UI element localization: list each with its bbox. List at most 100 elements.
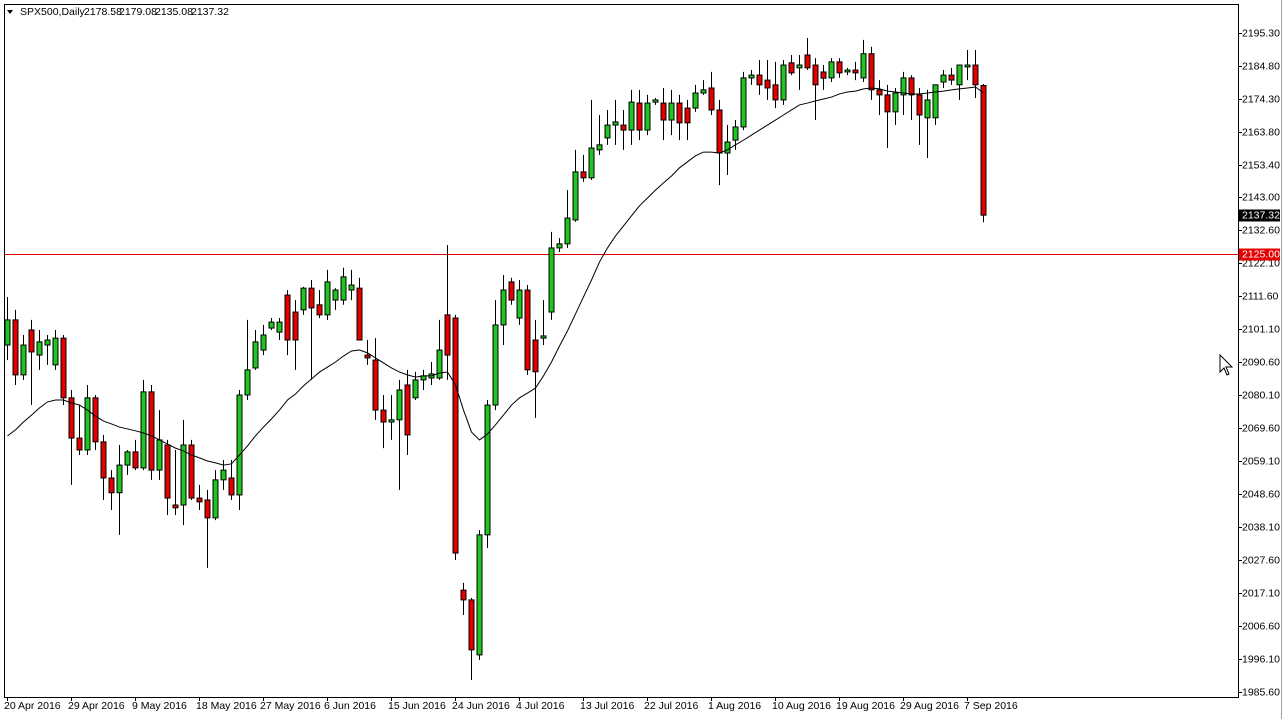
candle-body-down	[204, 499, 211, 519]
candle-body-down	[764, 79, 771, 89]
y-tick-label: 2195.30	[1242, 27, 1280, 39]
candle-body-down	[836, 61, 843, 74]
candle-body-up	[476, 534, 483, 656]
y-tick-label: 2174.30	[1242, 93, 1280, 105]
x-tick-label: 20 Apr 2016	[4, 700, 61, 712]
candle-body-down	[164, 444, 171, 499]
candle-body-up	[556, 243, 563, 249]
x-tick-label: 24 Jun 2016	[452, 700, 510, 712]
candle-body-up	[644, 102, 651, 131]
candle-body-up	[588, 147, 595, 179]
candle-body-up	[700, 89, 707, 94]
candle-body-down	[460, 589, 467, 601]
candle-body-down	[788, 62, 795, 74]
y-tick-label: 2101.10	[1242, 323, 1280, 335]
candle-body-up	[572, 171, 579, 221]
y-tick-label: 2080.10	[1242, 389, 1280, 401]
candle-body-up	[276, 321, 283, 333]
candle-body-down	[28, 329, 35, 353]
candle-body-up	[220, 469, 227, 481]
candle-body-down	[76, 437, 83, 451]
candle-body-down	[60, 337, 67, 399]
candle-body-down	[292, 311, 299, 341]
candle-body-up	[564, 217, 571, 245]
candle-body-up	[388, 419, 395, 423]
candle-body-up	[44, 339, 51, 346]
level-price-label: 2125.00	[1242, 248, 1280, 260]
x-tick-label: 29 Aug 2016	[900, 700, 959, 712]
candle-body-up	[748, 74, 755, 79]
x-tick-label: 29 Apr 2016	[68, 700, 125, 712]
last-price-box	[1239, 209, 1280, 222]
x-tick-label: 18 May 2016	[196, 700, 257, 712]
candle-body-down	[284, 294, 291, 341]
candle-body-down	[228, 477, 235, 496]
candle-body-up	[612, 121, 619, 126]
candle-body-up	[396, 389, 403, 421]
candle-body-down	[708, 87, 715, 111]
last-high: 2179.08	[119, 6, 157, 18]
title-row: SPX500,Daily 2178.58 2179.08 2135.08 213…	[20, 6, 229, 18]
candle-body-up	[500, 289, 507, 326]
level-price-box	[1239, 248, 1280, 261]
candle-body-up	[260, 334, 267, 351]
y-tick-label: 2059.10	[1242, 455, 1280, 467]
candle-body-up	[484, 404, 491, 536]
candle-body-down	[172, 504, 179, 509]
candle-body-down	[92, 397, 99, 443]
candle-body-up	[4, 319, 11, 346]
y-tick-label: 2111.60	[1242, 290, 1279, 302]
candle-body-down	[884, 94, 891, 113]
x-tick-label: 22 Jul 2016	[644, 700, 698, 712]
last-open: 2178.58	[84, 6, 122, 18]
candle-body-down	[636, 102, 643, 131]
candle-body-down	[452, 317, 459, 554]
candle-body-up	[412, 379, 419, 399]
y-tick-label: 2017.10	[1242, 587, 1280, 599]
y-tick-label: 2048.60	[1242, 488, 1280, 500]
candle-body-down	[372, 359, 379, 411]
candle-body-up	[300, 287, 307, 311]
candle-body-down	[676, 102, 683, 124]
candle-body-down	[716, 109, 723, 154]
moving-average	[7, 86, 984, 466]
candle-body-down	[876, 89, 883, 96]
candle-body-down	[580, 171, 587, 179]
candle-body-down	[972, 64, 979, 86]
candle-body-up	[244, 369, 251, 396]
candle-body-up	[724, 141, 731, 154]
candle-body-up	[516, 289, 523, 319]
candle-body-up	[548, 247, 555, 313]
candles	[4, 37, 987, 681]
x-tick-label: 15 Jun 2016	[388, 700, 446, 712]
x-tick-label: 27 May 2016	[260, 700, 321, 712]
candle-body-down	[908, 77, 915, 96]
candle-body-down	[356, 287, 363, 341]
y-tick-label: 2038.10	[1242, 521, 1280, 533]
y-tick-label: 2090.60	[1242, 356, 1280, 368]
candle-body-up	[236, 394, 243, 496]
x-tick-label: 13 Jul 2016	[580, 700, 634, 712]
y-tick-label: 2069.60	[1242, 422, 1280, 434]
candle-body-up	[140, 391, 147, 469]
chart-title: SPX500,Daily	[20, 6, 86, 18]
candle-body-up	[604, 124, 611, 139]
candle-body-up	[540, 335, 547, 339]
candle-body-up	[124, 451, 131, 466]
candle-body-down	[916, 94, 923, 116]
candle-body-up	[268, 321, 275, 329]
candle-body-up	[20, 344, 27, 376]
x-tick-label: 7 Sep 2016	[964, 700, 1018, 712]
candle-body-down	[508, 281, 515, 301]
candle-body-up	[436, 349, 443, 379]
y-tick-label: 2027.60	[1242, 554, 1280, 566]
x-tick-label: 9 May 2016	[132, 700, 187, 712]
candle-body-up	[892, 92, 899, 113]
candle-body-down	[524, 289, 531, 371]
candle-body-up	[860, 53, 867, 79]
y-tick-label: 2163.80	[1242, 126, 1280, 138]
menu-triangle[interactable]	[7, 10, 13, 14]
candle-body-up	[252, 341, 259, 369]
candle-body-up	[964, 64, 971, 68]
